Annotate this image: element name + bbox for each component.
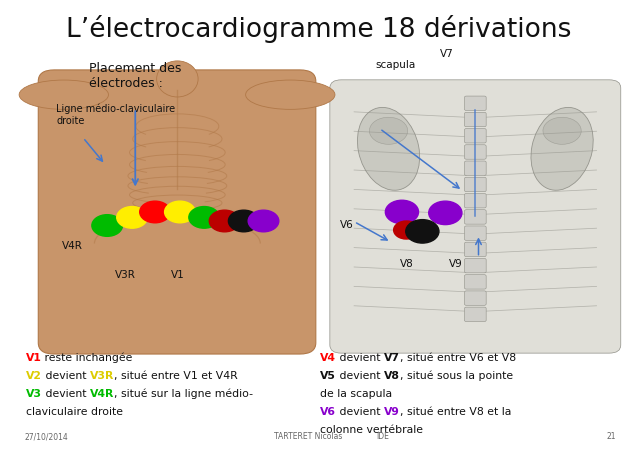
- Circle shape: [117, 207, 147, 228]
- Text: colonne vertébrale: colonne vertébrale: [320, 425, 423, 435]
- Text: devient: devient: [41, 371, 89, 381]
- FancyBboxPatch shape: [464, 145, 486, 159]
- Circle shape: [429, 201, 462, 225]
- Text: V3R: V3R: [89, 371, 114, 381]
- Ellipse shape: [157, 61, 198, 97]
- FancyBboxPatch shape: [464, 258, 486, 273]
- Text: , situé sous la pointe: , situé sous la pointe: [400, 371, 513, 381]
- FancyBboxPatch shape: [464, 129, 486, 143]
- FancyBboxPatch shape: [464, 226, 486, 240]
- Text: TARTERET Nicolas: TARTERET Nicolas: [274, 432, 343, 441]
- FancyBboxPatch shape: [464, 112, 486, 127]
- Text: V7: V7: [440, 49, 454, 59]
- Circle shape: [140, 201, 170, 223]
- Text: V2: V2: [26, 371, 41, 381]
- Circle shape: [165, 201, 195, 223]
- Text: V1: V1: [26, 353, 41, 363]
- FancyBboxPatch shape: [464, 177, 486, 192]
- Text: , situé entre V6 et V8: , situé entre V6 et V8: [400, 353, 516, 363]
- FancyBboxPatch shape: [464, 193, 486, 208]
- FancyBboxPatch shape: [464, 275, 486, 289]
- Ellipse shape: [246, 80, 335, 110]
- Ellipse shape: [543, 117, 581, 144]
- Circle shape: [189, 207, 219, 228]
- Text: V4: V4: [320, 353, 336, 363]
- Circle shape: [406, 220, 439, 243]
- Text: V7: V7: [384, 353, 400, 363]
- Text: devient: devient: [336, 407, 384, 417]
- FancyBboxPatch shape: [464, 291, 486, 305]
- Text: Placement des
électrodes :: Placement des électrodes :: [89, 62, 182, 90]
- Text: Ligne médio-claviculaire
droite: Ligne médio-claviculaire droite: [56, 104, 175, 126]
- Ellipse shape: [369, 117, 408, 144]
- Text: V3: V3: [26, 389, 41, 399]
- Text: 21: 21: [606, 432, 616, 441]
- Text: 27/10/2014: 27/10/2014: [24, 432, 68, 441]
- Text: V9: V9: [384, 407, 400, 417]
- Ellipse shape: [357, 107, 420, 190]
- Text: , situé sur la ligne médio-: , situé sur la ligne médio-: [114, 389, 253, 399]
- Text: reste inchangée: reste inchangée: [41, 353, 133, 363]
- FancyBboxPatch shape: [330, 80, 621, 353]
- Circle shape: [248, 210, 279, 232]
- FancyBboxPatch shape: [464, 307, 486, 322]
- Text: , situé entre V1 et V4R: , situé entre V1 et V4R: [114, 371, 237, 381]
- Text: IDE: IDE: [376, 432, 389, 441]
- Text: , situé entre V8 et la: , situé entre V8 et la: [400, 407, 512, 417]
- Text: devient: devient: [41, 389, 89, 399]
- Circle shape: [394, 221, 419, 239]
- Text: V3R: V3R: [115, 270, 135, 280]
- Circle shape: [228, 210, 259, 232]
- Text: V8: V8: [400, 259, 414, 269]
- Text: devient: devient: [336, 371, 384, 381]
- Ellipse shape: [19, 80, 108, 110]
- Text: V4R: V4R: [89, 389, 114, 399]
- Circle shape: [385, 200, 419, 224]
- Text: V8: V8: [384, 371, 400, 381]
- Text: devient: devient: [336, 353, 384, 363]
- Text: V6: V6: [320, 407, 336, 417]
- Text: V1: V1: [170, 270, 184, 280]
- Text: L’électrocardiogramme 18 dérivations: L’électrocardiogramme 18 dérivations: [66, 15, 572, 43]
- FancyBboxPatch shape: [464, 210, 486, 224]
- Text: de la scapula: de la scapula: [320, 389, 392, 399]
- Text: V9: V9: [449, 259, 463, 269]
- FancyBboxPatch shape: [464, 161, 486, 175]
- Ellipse shape: [531, 107, 593, 190]
- Text: V5: V5: [320, 371, 336, 381]
- Circle shape: [209, 210, 240, 232]
- Text: V6: V6: [339, 221, 353, 230]
- Text: scapula: scapula: [375, 60, 415, 70]
- FancyBboxPatch shape: [464, 242, 486, 257]
- FancyBboxPatch shape: [464, 96, 486, 110]
- Circle shape: [92, 215, 122, 236]
- Text: V4R: V4R: [62, 241, 83, 251]
- FancyBboxPatch shape: [38, 70, 316, 354]
- Text: claviculaire droite: claviculaire droite: [26, 407, 122, 417]
